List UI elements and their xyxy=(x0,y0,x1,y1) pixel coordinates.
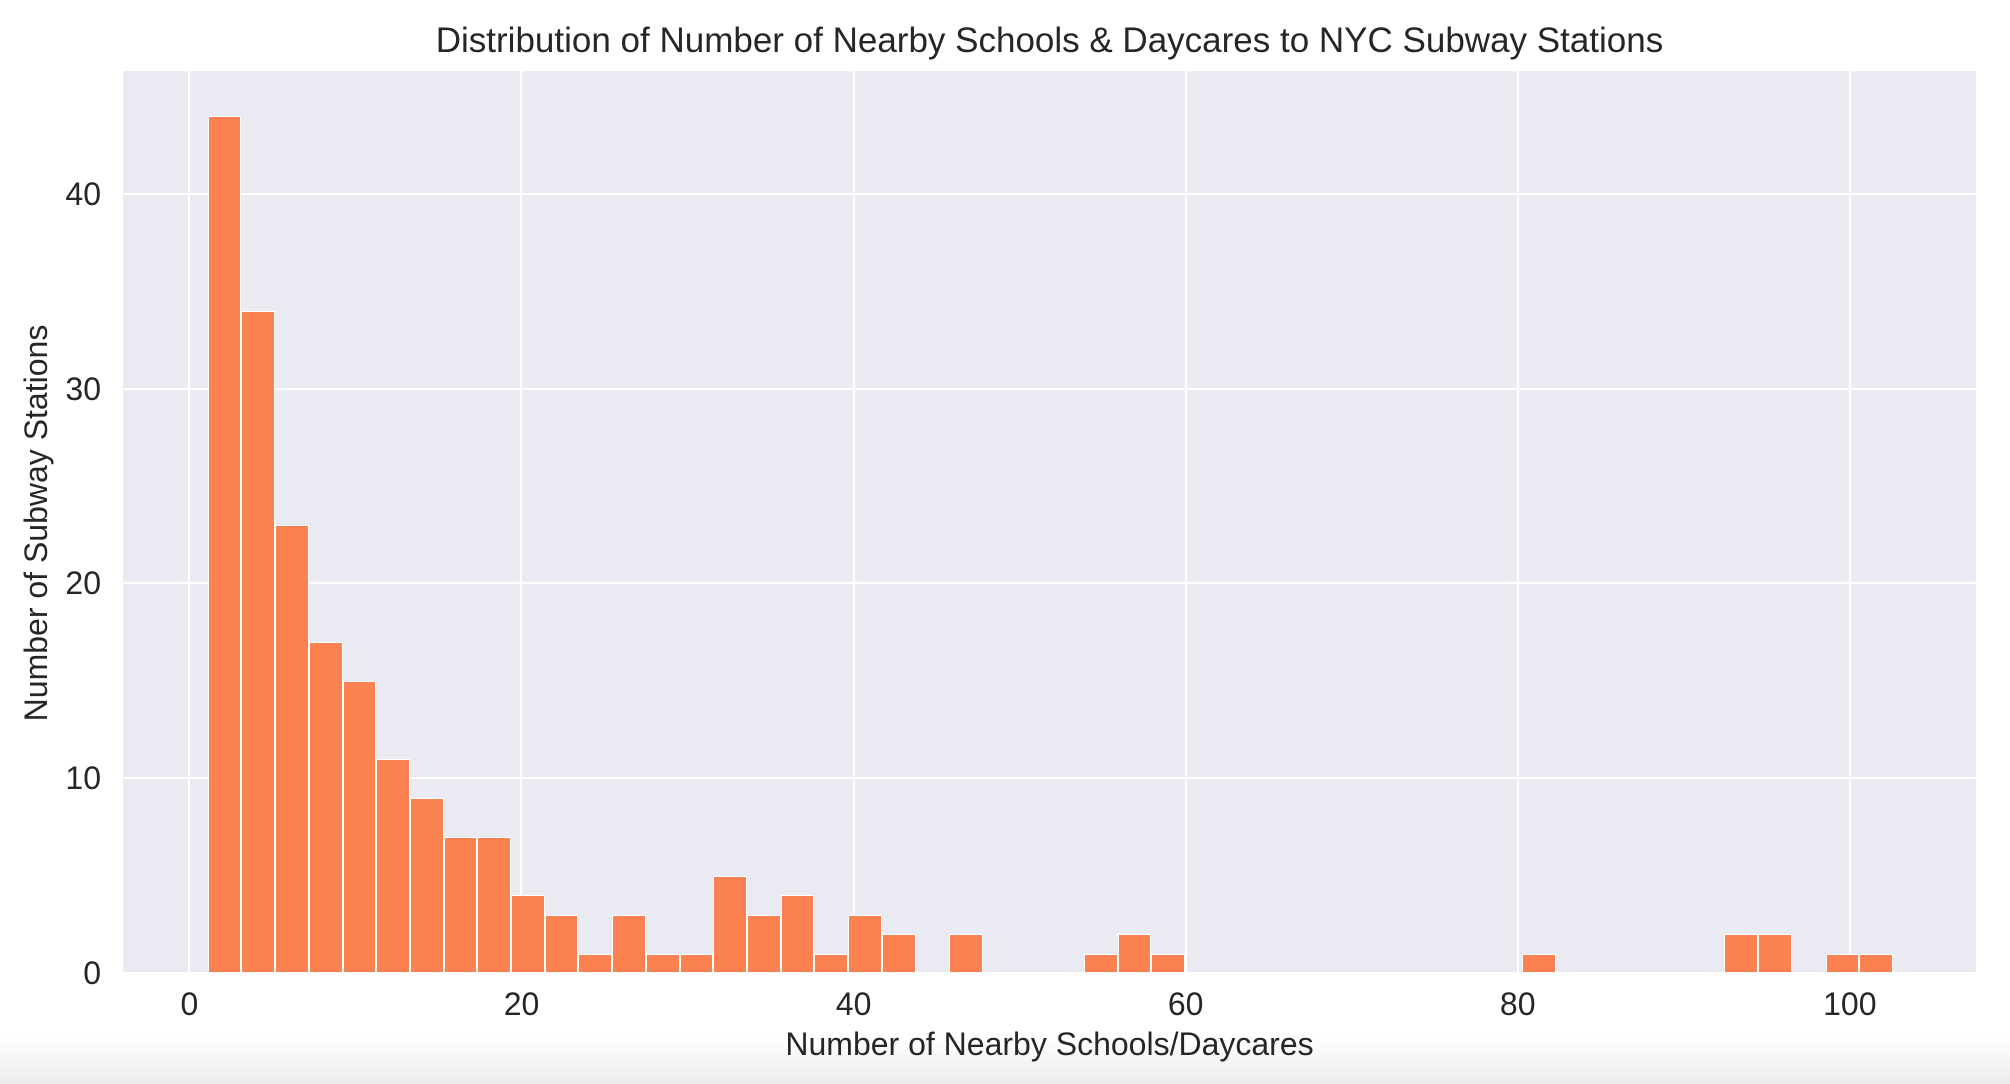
x-gridline xyxy=(1184,71,1187,973)
histogram-bar xyxy=(1522,953,1556,973)
histogram-bar xyxy=(1151,953,1186,973)
y-tick-label: 0 xyxy=(83,955,101,991)
y-gridline xyxy=(123,582,1976,585)
histogram-bar xyxy=(746,914,781,973)
histogram-bar xyxy=(1117,934,1152,973)
x-tick-label: 20 xyxy=(503,986,540,1022)
histogram-bar xyxy=(1859,953,1893,973)
histogram-bar xyxy=(544,914,579,973)
histogram-bar xyxy=(275,524,309,973)
y-gridline xyxy=(123,972,1976,973)
histogram-bar xyxy=(578,953,613,973)
histogram-bar xyxy=(477,836,512,973)
histogram-bar xyxy=(848,914,882,973)
x-tick-label: 0 xyxy=(180,986,199,1022)
y-tick-label: 30 xyxy=(65,370,101,407)
histogram-bar xyxy=(342,680,377,973)
histogram-bar xyxy=(1825,953,1860,973)
histogram-bar xyxy=(376,758,410,973)
histogram-bar xyxy=(207,115,242,973)
histogram-bar xyxy=(881,934,916,973)
histogram-bar xyxy=(511,895,545,973)
y-tick-label: 10 xyxy=(65,760,101,797)
histogram-bar xyxy=(612,914,646,973)
y-tick-label: 40 xyxy=(65,175,101,212)
histogram-bar xyxy=(780,895,815,973)
x-tick-label: 60 xyxy=(1167,986,1204,1022)
x-axis-label: Number of Nearby Schools/Daycares xyxy=(785,1026,1314,1062)
y-gridline xyxy=(123,387,1976,390)
y-axis-label: Number of Subway Stations xyxy=(18,324,54,722)
histogram-bar xyxy=(949,934,983,973)
histogram-bar xyxy=(1724,934,1759,973)
histogram-bar xyxy=(409,797,444,973)
plot-area xyxy=(123,71,1976,973)
histogram-bar xyxy=(645,953,680,973)
histogram-bar xyxy=(1084,953,1118,973)
histogram-bar xyxy=(241,310,276,973)
histogram-bar xyxy=(679,953,714,973)
y-gridline xyxy=(123,192,1976,195)
x-gridline xyxy=(1516,71,1519,973)
histogram-bar xyxy=(814,953,849,973)
histogram-bar xyxy=(1758,934,1792,973)
histogram-bar xyxy=(308,641,343,973)
x-tick-label: 100 xyxy=(1823,986,1877,1022)
histogram-bar xyxy=(443,836,478,973)
histogram-bar xyxy=(713,875,747,973)
x-gridline xyxy=(188,71,191,973)
x-gridline xyxy=(1848,71,1851,973)
chart-title: Distribution of Number of Nearby Schools… xyxy=(435,21,1664,60)
x-gridline xyxy=(852,71,855,973)
x-tick-label: 80 xyxy=(1499,986,1536,1022)
y-gridline xyxy=(123,777,1976,780)
x-tick-label: 40 xyxy=(835,986,872,1022)
y-tick-label: 20 xyxy=(65,565,101,602)
x-gridline xyxy=(520,71,523,973)
bottom-edge-shade xyxy=(0,1038,2010,1084)
